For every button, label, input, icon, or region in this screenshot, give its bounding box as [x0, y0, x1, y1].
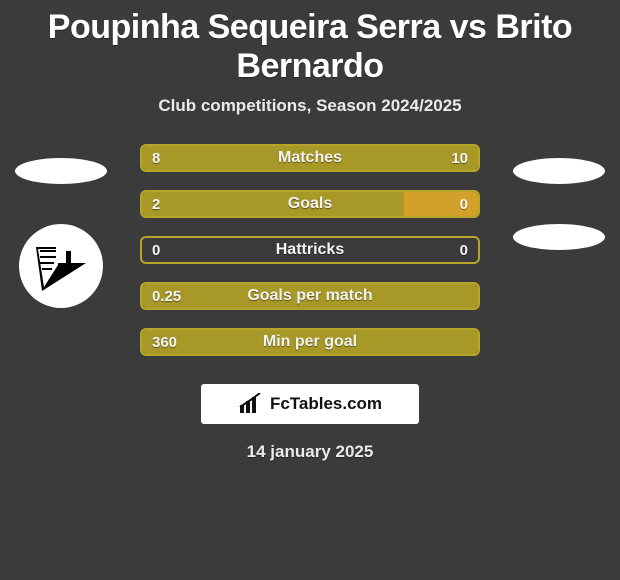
bar-left-fill	[142, 192, 404, 216]
bar-mpg: 360 Min per goal	[140, 328, 480, 356]
date-text: 14 january 2025	[0, 442, 620, 462]
bar-label: Hattricks	[142, 238, 478, 262]
page-title: Poupinha Sequeira Serra vs Brito Bernard…	[0, 0, 620, 90]
player-avatar-left	[15, 158, 107, 184]
brand-text: FcTables.com	[270, 394, 382, 414]
subtitle: Club competitions, Season 2024/2025	[0, 96, 620, 116]
main-row: 8 Matches 10 2 Goals 0 0 Hattricks 0	[0, 134, 620, 366]
bar-gpm: 0.25 Goals per match	[140, 282, 480, 310]
chart-icon	[238, 393, 264, 415]
left-player-column	[6, 134, 116, 308]
bar-matches: 8 Matches 10	[140, 144, 480, 172]
club-crest-icon	[32, 237, 90, 295]
bar-right-fill	[404, 192, 478, 216]
bar-left-fill	[142, 284, 478, 308]
right-player-column	[504, 134, 614, 250]
player-avatar-right	[513, 158, 605, 184]
club-badge-right	[513, 224, 605, 250]
bar-left-fill	[142, 330, 478, 354]
bar-left-fill	[142, 146, 290, 170]
bar-left-value: 0	[152, 238, 160, 262]
bar-goals: 2 Goals 0	[140, 190, 480, 218]
infographic-container: Poupinha Sequeira Serra vs Brito Bernard…	[0, 0, 620, 462]
club-badge-left	[19, 224, 103, 308]
bar-right-fill	[290, 146, 478, 170]
bar-right-value: 0	[460, 238, 468, 262]
compare-bars: 8 Matches 10 2 Goals 0 0 Hattricks 0	[126, 134, 494, 366]
brand-box: FcTables.com	[201, 384, 419, 424]
bar-hattricks: 0 Hattricks 0	[140, 236, 480, 264]
